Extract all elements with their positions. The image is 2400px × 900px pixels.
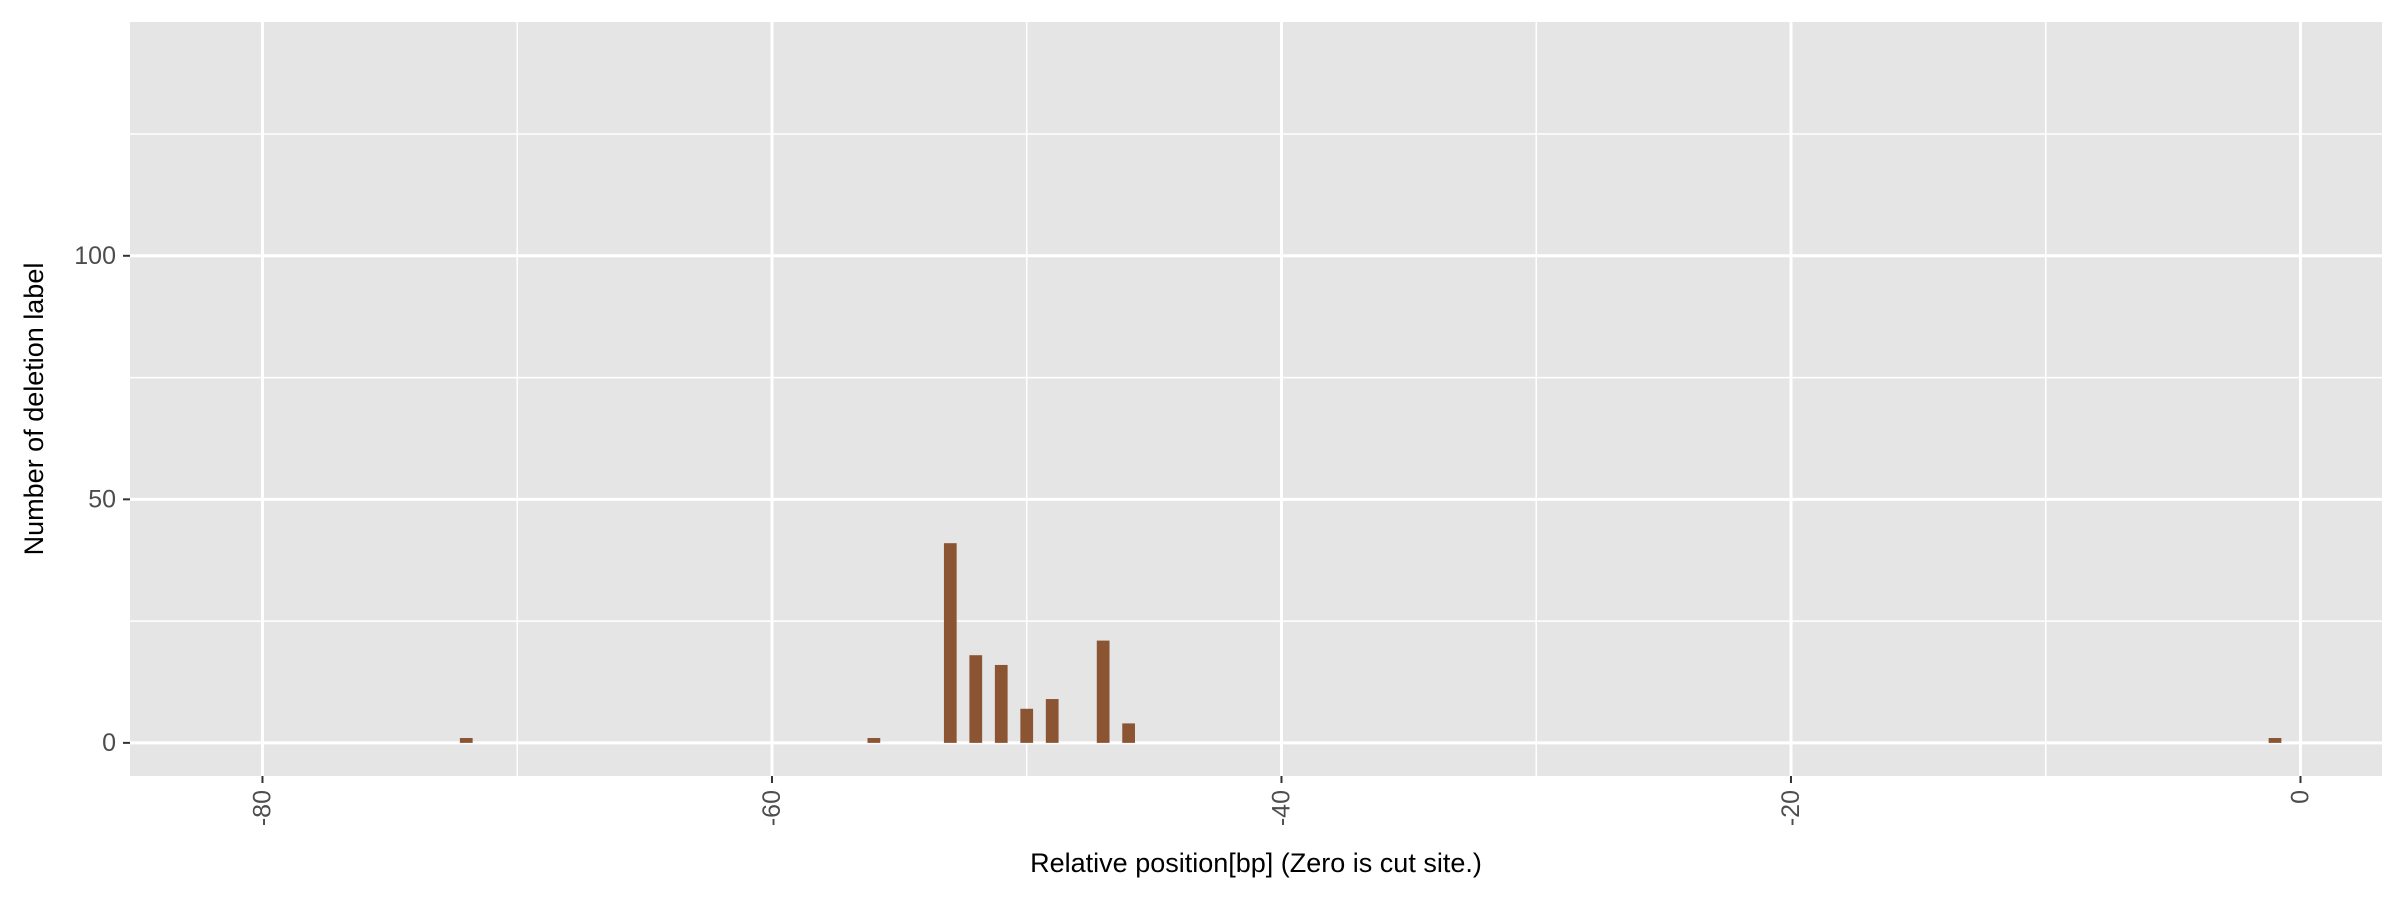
bar: [1096, 640, 1110, 743]
bar: [459, 738, 473, 743]
y-tick-label: 100: [74, 242, 116, 270]
bar: [969, 655, 983, 743]
x-tick-label: -20: [1777, 790, 1805, 826]
x-tick-label: 0: [2286, 790, 2314, 804]
plot-panel: [130, 22, 2382, 776]
major-gridlines: [130, 22, 2382, 776]
bar: [2268, 738, 2282, 743]
bar: [1020, 708, 1034, 743]
bar: [1045, 699, 1059, 743]
x-axis: -80 -60 -40 -20 0: [248, 776, 2314, 826]
bars: [459, 543, 2282, 743]
bar: [994, 664, 1008, 743]
x-axis-title: Relative position[bp] (Zero is cut site.…: [1030, 848, 1482, 878]
y-tick-label: 50: [88, 485, 116, 513]
bar: [867, 738, 881, 743]
x-tick-label: -60: [758, 790, 786, 826]
y-axis-title: Number of deletion label: [19, 263, 49, 556]
x-tick-label: -40: [1267, 790, 1295, 826]
x-tick-label: -80: [248, 790, 276, 826]
y-tick-label: 0: [102, 729, 116, 757]
bar: [1122, 723, 1135, 743]
y-axis: 0 50 100: [74, 242, 130, 757]
minor-gridlines: [130, 22, 2382, 776]
bar: [943, 543, 957, 743]
